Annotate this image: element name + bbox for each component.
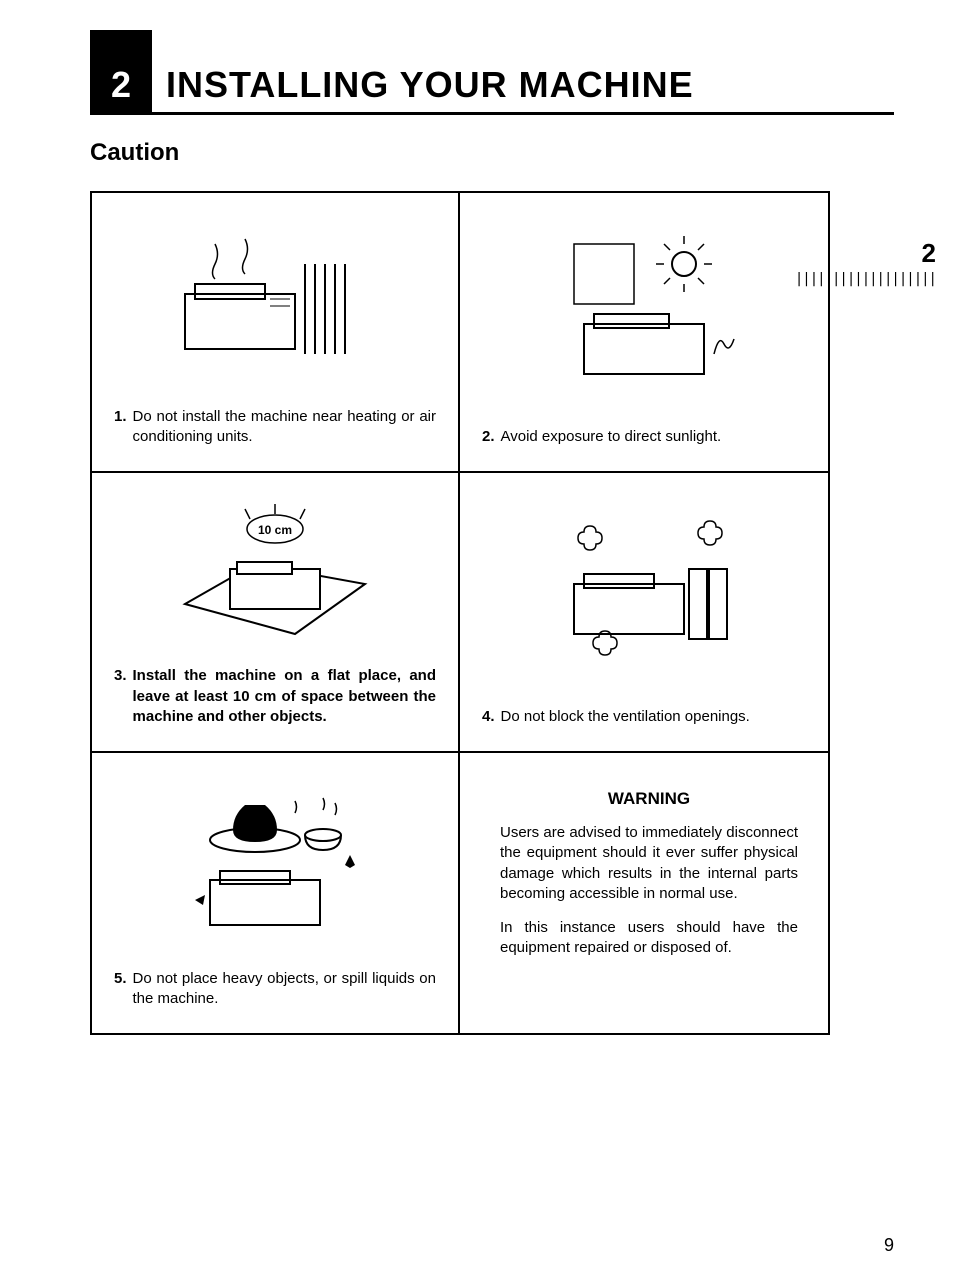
caption: 4. Do not block the ventilation openings… bbox=[482, 707, 806, 727]
caption-number: 3. bbox=[114, 666, 127, 686]
figure-heating bbox=[114, 211, 436, 397]
warning-paragraph: In this instance users should have the e… bbox=[500, 918, 798, 959]
fax-liquids-icon bbox=[175, 785, 375, 945]
fax-sunlight-icon bbox=[544, 234, 744, 394]
caution-cell-5: 5. Do not place heavy objects, or spill … bbox=[92, 753, 460, 1033]
caption-text: Avoid exposure to direct sunlight. bbox=[501, 427, 722, 447]
caution-cell-4: 4. Do not block the ventilation openings… bbox=[460, 473, 828, 753]
warning-title: WARNING bbox=[500, 789, 798, 809]
caption-text: Install the machine on a flat place, and… bbox=[133, 666, 436, 727]
caption-number: 5. bbox=[114, 969, 127, 989]
thumb-tab-number: 2 bbox=[795, 238, 936, 269]
grid-row: 5. Do not place heavy objects, or spill … bbox=[92, 753, 828, 1033]
warning-cell: WARNING Users are advised to immediately… bbox=[460, 753, 828, 1033]
figure-liquids bbox=[114, 771, 436, 959]
fax-near-heater-icon bbox=[175, 224, 375, 384]
thumb-tab-bars: ||||||||||||||||||| bbox=[795, 271, 936, 287]
caption-number: 2. bbox=[482, 427, 495, 447]
grid-row: 1. Do not install the machine near heati… bbox=[92, 193, 828, 473]
caption: 1. Do not install the machine near heati… bbox=[114, 407, 436, 448]
fax-ventilation-icon bbox=[544, 514, 744, 674]
figure-sunlight bbox=[482, 211, 806, 417]
chapter-number: 2 bbox=[111, 64, 131, 106]
figure-ventilation bbox=[482, 491, 806, 697]
page-number: 9 bbox=[884, 1235, 894, 1256]
chapter-number-box: 2 bbox=[90, 30, 152, 112]
caption-text: Do not install the machine near heating … bbox=[133, 407, 436, 448]
caption-text: Do not place heavy objects, or spill liq… bbox=[133, 969, 436, 1010]
fax-clearance-icon: 10 cm bbox=[175, 494, 375, 654]
caution-grid: 1. Do not install the machine near heati… bbox=[90, 191, 830, 1035]
caption-number: 4. bbox=[482, 707, 495, 727]
caption-text: Do not block the ventilation openings. bbox=[501, 707, 750, 727]
svg-text:10 cm: 10 cm bbox=[258, 523, 292, 537]
caption: 2. Avoid exposure to direct sunlight. bbox=[482, 427, 806, 447]
caption: 3. Install the machine on a flat place, … bbox=[114, 666, 436, 727]
chapter-header: 2 INSTALLING YOUR MACHINE bbox=[90, 30, 894, 115]
thumb-tab: 2 ||||||||||||||||||| bbox=[795, 238, 936, 287]
caution-cell-1: 1. Do not install the machine near heati… bbox=[92, 193, 460, 473]
figure-flat-surface: 10 cm bbox=[114, 491, 436, 656]
manual-page: 2 INSTALLING YOUR MACHINE Caution bbox=[0, 0, 954, 1282]
section-title: Caution bbox=[90, 139, 894, 167]
caption-number: 1. bbox=[114, 407, 127, 427]
grid-row: 10 cm 3. Install the machine on a flat p… bbox=[92, 473, 828, 753]
chapter-title: INSTALLING YOUR MACHINE bbox=[166, 64, 694, 112]
caption: 5. Do not place heavy objects, or spill … bbox=[114, 969, 436, 1010]
caution-cell-3: 10 cm 3. Install the machine on a flat p… bbox=[92, 473, 460, 753]
warning-paragraph: Users are advised to immediately disconn… bbox=[500, 823, 798, 904]
caution-cell-2: 2. Avoid exposure to direct sunlight. bbox=[460, 193, 828, 473]
